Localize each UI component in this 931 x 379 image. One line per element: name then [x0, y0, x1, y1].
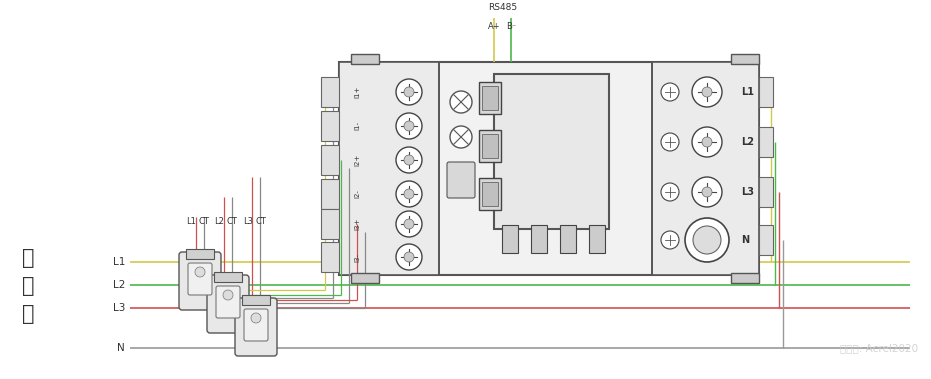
Bar: [482, 134, 498, 158]
Text: CT: CT: [256, 218, 266, 227]
Text: L3: L3: [741, 187, 754, 197]
Bar: [479, 82, 501, 114]
Bar: [351, 273, 379, 283]
FancyBboxPatch shape: [188, 263, 212, 295]
Text: CT: CT: [198, 218, 209, 227]
Circle shape: [692, 77, 722, 107]
Bar: [479, 130, 501, 162]
Text: 到: 到: [21, 248, 34, 268]
FancyBboxPatch shape: [447, 162, 475, 198]
Text: B⁻: B⁻: [506, 22, 516, 31]
Bar: [589, 225, 605, 253]
Bar: [652, 62, 759, 275]
Circle shape: [223, 290, 233, 300]
Circle shape: [702, 235, 712, 245]
Text: 負: 負: [21, 276, 34, 296]
Circle shape: [661, 183, 679, 201]
Bar: [321, 145, 339, 175]
Bar: [502, 225, 518, 253]
Text: I1+: I1+: [354, 86, 360, 98]
Circle shape: [685, 218, 729, 262]
Text: I2-: I2-: [354, 190, 360, 199]
Circle shape: [404, 189, 414, 199]
Text: A+: A+: [488, 22, 500, 31]
Bar: [339, 62, 439, 275]
Bar: [479, 178, 501, 210]
Bar: [531, 225, 547, 253]
Bar: [759, 225, 773, 255]
Circle shape: [396, 147, 422, 173]
Bar: [321, 179, 339, 209]
FancyBboxPatch shape: [179, 252, 221, 310]
Text: RS485: RS485: [488, 3, 517, 13]
Circle shape: [661, 83, 679, 101]
Text: I3+: I3+: [354, 218, 360, 230]
Circle shape: [251, 313, 261, 323]
Text: I3-: I3-: [354, 252, 360, 262]
Text: I2+: I2+: [354, 154, 360, 166]
Text: N: N: [117, 343, 125, 353]
Bar: [759, 127, 773, 157]
Text: L3: L3: [243, 218, 253, 227]
Circle shape: [195, 267, 205, 277]
Text: L1: L1: [741, 87, 754, 97]
Text: L2: L2: [741, 137, 754, 147]
Circle shape: [702, 137, 712, 147]
Text: L3: L3: [113, 303, 125, 313]
Circle shape: [396, 181, 422, 207]
Circle shape: [702, 187, 712, 197]
Bar: [242, 295, 270, 305]
Text: L2: L2: [214, 218, 224, 227]
Circle shape: [404, 219, 414, 229]
Text: CT: CT: [226, 218, 237, 227]
Text: N: N: [741, 235, 749, 245]
Circle shape: [404, 155, 414, 165]
Bar: [339, 62, 759, 275]
Bar: [731, 54, 759, 64]
Bar: [560, 225, 576, 253]
Bar: [494, 74, 609, 229]
Circle shape: [692, 177, 722, 207]
FancyBboxPatch shape: [207, 275, 249, 333]
Bar: [186, 249, 214, 259]
Bar: [214, 272, 242, 282]
Text: L1: L1: [113, 257, 125, 267]
Circle shape: [692, 225, 722, 255]
Text: I1-: I1-: [354, 122, 360, 130]
Bar: [321, 209, 339, 239]
Bar: [482, 86, 498, 110]
Circle shape: [396, 211, 422, 237]
Circle shape: [450, 126, 472, 148]
Text: 載: 載: [21, 304, 34, 324]
Circle shape: [693, 226, 721, 254]
FancyBboxPatch shape: [235, 298, 277, 356]
Bar: [731, 273, 759, 283]
Circle shape: [404, 87, 414, 97]
Circle shape: [702, 87, 712, 97]
Circle shape: [661, 231, 679, 249]
Text: L2: L2: [113, 280, 125, 290]
Text: L1: L1: [186, 218, 196, 227]
Text: 微信号: Acrel2020: 微信号: Acrel2020: [840, 343, 918, 353]
Circle shape: [661, 133, 679, 151]
Circle shape: [404, 121, 414, 131]
Circle shape: [396, 113, 422, 139]
Circle shape: [404, 252, 414, 262]
Bar: [759, 177, 773, 207]
Bar: [321, 77, 339, 107]
Bar: [351, 54, 379, 64]
Bar: [321, 242, 339, 272]
Circle shape: [396, 79, 422, 105]
Bar: [482, 182, 498, 206]
Circle shape: [692, 127, 722, 157]
Circle shape: [396, 244, 422, 270]
Bar: [759, 77, 773, 107]
FancyBboxPatch shape: [244, 309, 268, 341]
Circle shape: [450, 91, 472, 113]
Bar: [321, 111, 339, 141]
FancyBboxPatch shape: [216, 286, 240, 318]
